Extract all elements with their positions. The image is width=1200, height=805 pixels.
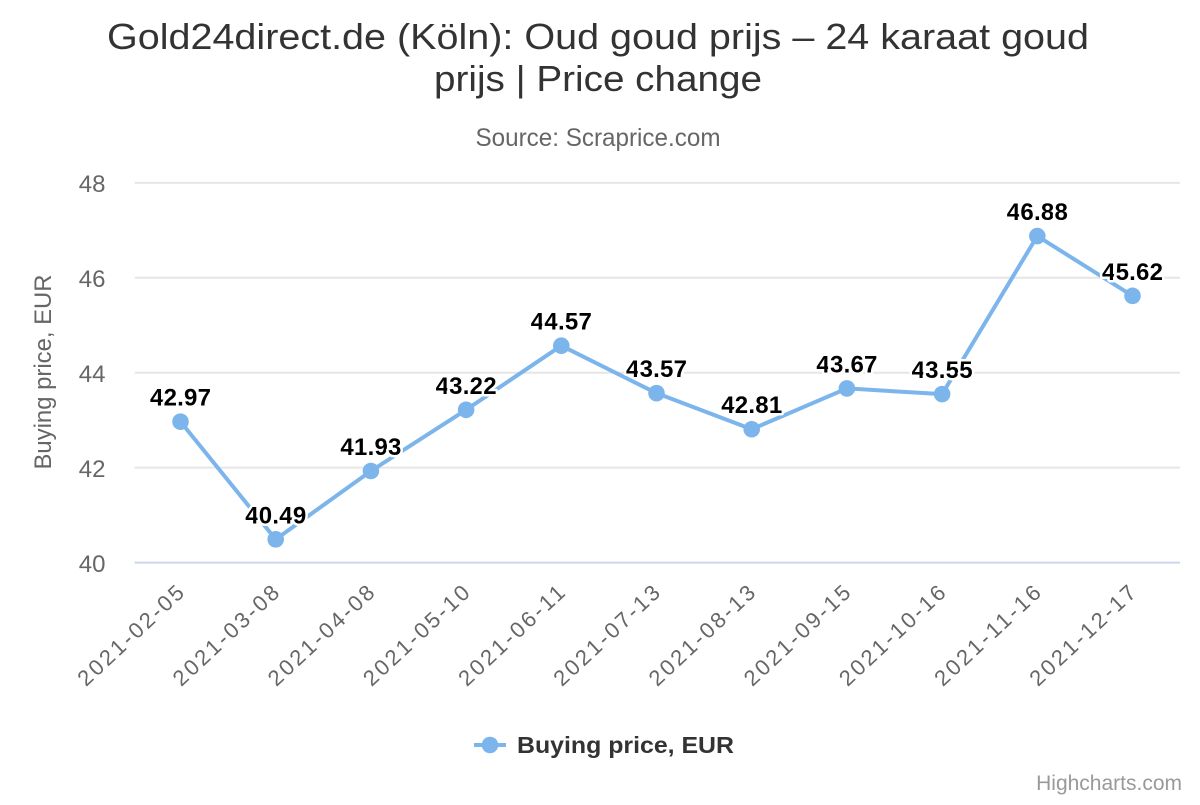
svg-text:48: 48: [79, 171, 106, 198]
svg-text:41.93: 41.93: [340, 434, 401, 461]
svg-text:Source: Scraprice.com: Source: Scraprice.com: [476, 124, 721, 152]
svg-text:45.62: 45.62: [1102, 259, 1163, 286]
svg-text:42.97: 42.97: [150, 385, 211, 412]
svg-text:Buying price, EUR: Buying price, EUR: [517, 732, 734, 758]
svg-text:42.81: 42.81: [721, 392, 782, 419]
svg-text:46.88: 46.88: [1007, 199, 1068, 226]
svg-text:Highcharts.com: Highcharts.com: [1036, 772, 1182, 795]
svg-text:43.67: 43.67: [816, 351, 877, 378]
svg-text:42: 42: [79, 456, 106, 483]
svg-text:43.55: 43.55: [912, 357, 973, 384]
svg-text:prijs | Price change: prijs | Price change: [434, 58, 762, 99]
svg-text:44: 44: [79, 361, 106, 388]
svg-text:43.57: 43.57: [626, 356, 687, 383]
svg-text:46: 46: [79, 266, 106, 293]
svg-text:44.57: 44.57: [531, 309, 592, 336]
svg-text:40.49: 40.49: [245, 502, 306, 529]
svg-text:40: 40: [79, 551, 106, 578]
svg-text:Buying price, EUR: Buying price, EUR: [30, 275, 57, 470]
svg-text:Gold24direct.de (Köln): Oud go: Gold24direct.de (Köln): Oud goud prijs –…: [107, 16, 1089, 57]
svg-text:43.22: 43.22: [436, 373, 497, 400]
